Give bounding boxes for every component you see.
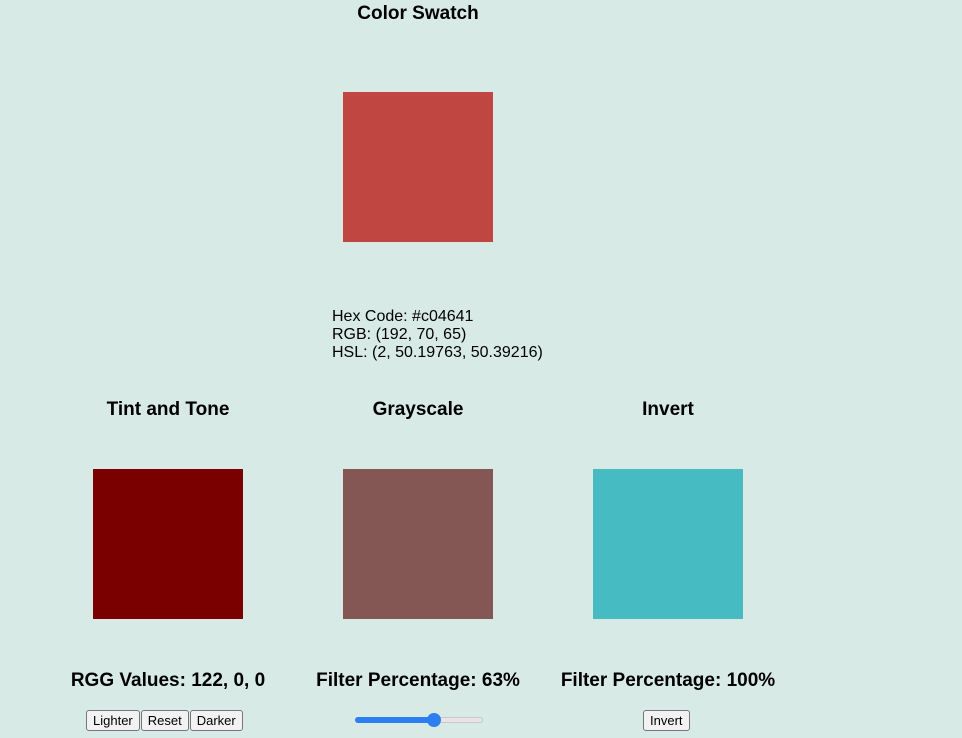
- grayscale-swatch: [343, 469, 493, 619]
- invert-button[interactable]: Invert: [643, 710, 690, 731]
- rgb-text: RGB: (192, 70, 65): [332, 326, 467, 343]
- hsl-text: HSL: (2, 50.19763, 50.39216): [332, 344, 543, 361]
- grayscale-slider[interactable]: [355, 712, 483, 728]
- reset-button[interactable]: Reset: [140, 710, 189, 731]
- invert-title: Invert: [642, 399, 694, 420]
- rgg-values-label: RGG Values: 122, 0, 0: [70, 670, 266, 691]
- grayscale-title: Grayscale: [372, 399, 464, 420]
- grayscale-filter-label: Filter Percentage: 63%: [316, 670, 520, 691]
- invert-button-group: Invert: [643, 710, 690, 731]
- invert-swatch: [593, 469, 743, 619]
- color-info: Hex Code: #c04641 RGB: (192, 70, 65) HSL…: [332, 308, 543, 362]
- color-swatch-title: Color Swatch: [357, 3, 479, 24]
- slider-thumb[interactable]: [426, 713, 441, 727]
- darker-button[interactable]: Darker: [189, 710, 243, 731]
- tint-tone-title: Tint and Tone: [106, 399, 230, 420]
- main-color-swatch: [343, 92, 493, 242]
- hex-code-text: Hex Code: #c04641: [332, 308, 474, 325]
- tint-button-group: Lighter Reset Darker: [86, 710, 243, 731]
- slider-fill: [355, 717, 434, 723]
- invert-filter-label: Filter Percentage: 100%: [560, 670, 776, 691]
- tint-tone-swatch: [93, 469, 243, 619]
- lighter-button[interactable]: Lighter: [86, 710, 140, 731]
